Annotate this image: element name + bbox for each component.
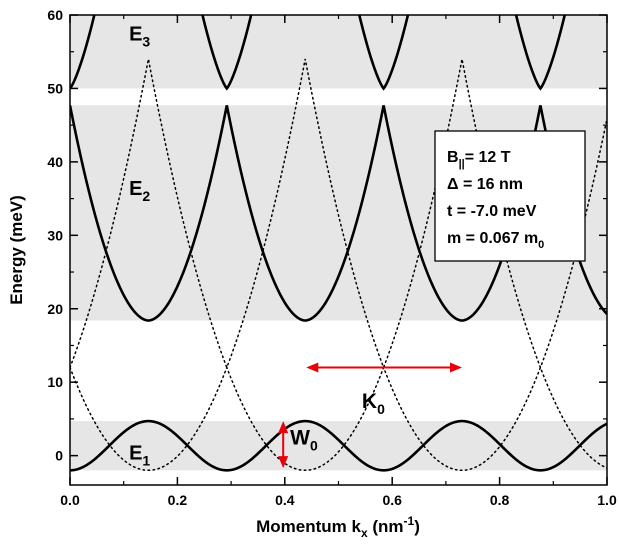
k0-label: K0 (362, 390, 385, 417)
band-label-3: E3 (129, 24, 150, 50)
w0-label: W0 (290, 427, 318, 454)
parameter-legend-box: B||= 12 T Δ = 16 nm t = -7.0 meV m = 0.067 … (434, 130, 586, 262)
y-tick-label: 40 (47, 154, 63, 170)
y-tick-label: 30 (47, 227, 63, 243)
shaded-band-1 (70, 421, 607, 471)
y-tick-label: 0 (55, 448, 63, 464)
band-e3-curve (70, 15, 567, 91)
w0-arrowhead-top (278, 421, 289, 434)
y-tick-label: 50 (47, 80, 63, 96)
w0-arrowhead-bottom (278, 456, 289, 469)
band-label-1: E1 (129, 442, 150, 468)
x-axis-title: Momentum kx (nm-1) (256, 514, 420, 540)
legend-line-1: B||= 12 T (447, 149, 511, 170)
free-parabola-dotted-b (70, 58, 607, 370)
x-tick-label: 0.6 (382, 492, 402, 508)
band-labels: E1 E2 E3 (129, 24, 150, 469)
band-label-2: E2 (129, 178, 150, 204)
band-e1-curve (70, 419, 607, 472)
legend-line-2: Δ = 16 nm (447, 176, 523, 193)
axis-labels: 0.0 0.2 0.4 0.6 0.8 1.0 0 10 20 30 40 50 60 (47, 7, 617, 508)
x-tick-label: 0.2 (168, 492, 188, 508)
annotations: K0 W0 (278, 362, 463, 469)
free-parabola-dotted-a (70, 365, 607, 472)
y-tick-label: 10 (47, 374, 63, 390)
y-tick-label: 60 (47, 7, 63, 23)
x-tick-label: 1.0 (597, 492, 617, 508)
shaded-band-3 (70, 15, 607, 89)
legend-line-3: t = -7.0 meV (447, 203, 537, 220)
y-axis-title: Energy (meV) (7, 195, 26, 305)
x-tick-label: 0.8 (490, 492, 510, 508)
y-tick-label: 20 (47, 301, 63, 317)
x-tick-label: 0.0 (60, 492, 80, 508)
k0-arrowhead-right (450, 362, 463, 373)
k0-arrowhead-left (306, 362, 319, 373)
axis-ticks (69, 14, 608, 485)
legend-line-4: m = 0.067 m0 (447, 230, 544, 251)
legend-box-frame (434, 130, 586, 262)
x-tick-label: 0.4 (275, 492, 295, 508)
